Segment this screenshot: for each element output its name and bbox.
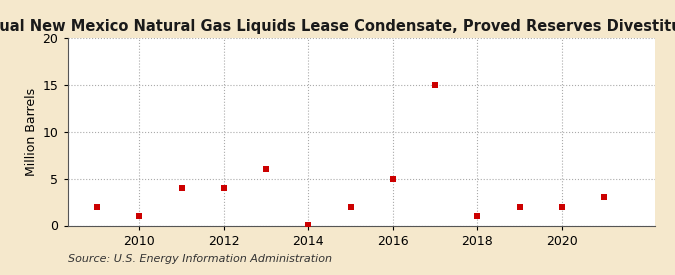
Point bbox=[599, 195, 610, 200]
Point bbox=[387, 177, 398, 181]
Text: Annual New Mexico Natural Gas Liquids Lease Condensate, Proved Reserves Divestit: Annual New Mexico Natural Gas Liquids Le… bbox=[0, 19, 675, 34]
Point bbox=[430, 83, 441, 87]
Point bbox=[472, 214, 483, 218]
Point bbox=[219, 186, 230, 190]
Text: Source: U.S. Energy Information Administration: Source: U.S. Energy Information Administ… bbox=[68, 254, 331, 264]
Point bbox=[345, 205, 356, 209]
Point bbox=[556, 205, 567, 209]
Point bbox=[261, 167, 271, 172]
Point bbox=[514, 205, 525, 209]
Y-axis label: Million Barrels: Million Barrels bbox=[26, 88, 38, 176]
Point bbox=[303, 223, 314, 227]
Point bbox=[134, 214, 144, 218]
Point bbox=[92, 205, 103, 209]
Point bbox=[176, 186, 187, 190]
